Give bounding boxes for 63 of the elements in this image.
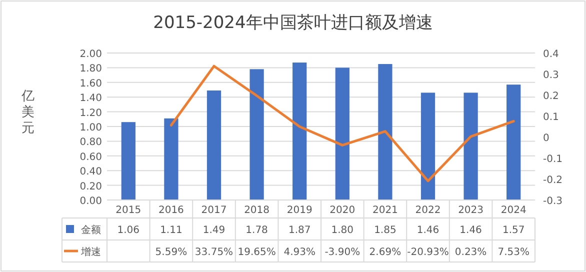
y2-tick-label: -0.1 — [543, 154, 563, 165]
data-label: 7.53% — [498, 247, 530, 258]
y2-tick-label: 0 — [543, 133, 550, 144]
bar — [335, 68, 350, 200]
x-tick-label: 2024 — [500, 205, 526, 216]
bar — [121, 122, 136, 200]
x-tick-label: 2016 — [158, 205, 184, 216]
y2-tick-label: 0.2 — [543, 91, 559, 102]
chart-title: 2015-2024年中国茶叶进口额及增速 — [153, 13, 433, 33]
data-label: 1.06 — [117, 225, 140, 236]
bar — [164, 118, 178, 200]
y-tick-label: 1.00 — [80, 122, 102, 134]
bar — [292, 62, 307, 200]
y-tick-label: 1.20 — [80, 108, 102, 119]
legend-label: 增速 — [80, 246, 101, 258]
bar — [378, 64, 392, 200]
data-label: -3.90% — [324, 247, 360, 258]
data-label: 1.87 — [288, 225, 311, 236]
y2-tick-label: 0.1 — [543, 112, 559, 123]
line-series — [170, 64, 515, 182]
y-tick-label: 0.40 — [80, 166, 102, 178]
x-tick-label: 2023 — [458, 205, 484, 216]
bar — [420, 92, 436, 200]
y-tick-label: 0.60 — [80, 152, 102, 163]
data-label: 0.23% — [454, 247, 487, 258]
y-tick-label: 0.00 — [80, 196, 102, 207]
x-tick-label: 2020 — [330, 205, 356, 216]
y-tick-label: 1.40 — [80, 93, 102, 104]
data-label: -20.93% — [407, 247, 449, 258]
y2-tick-label: -0.3 — [543, 196, 563, 207]
data-label: 33.75% — [194, 247, 234, 258]
bar — [506, 84, 521, 200]
data-label: 1.57 — [502, 225, 525, 236]
x-tick-label: 2022 — [415, 205, 441, 216]
legend-label: 金额 — [81, 224, 101, 236]
y2-tick-label: 0.4 — [543, 49, 559, 60]
x-tick-label: 2018 — [244, 205, 270, 216]
data-label: 1.11 — [160, 225, 182, 236]
y2-tick-label: 0.3 — [543, 70, 559, 81]
data-label: 4.93% — [284, 247, 316, 258]
y-tick-label: 0.20 — [80, 181, 102, 192]
y-tick-label: 2.00 — [80, 49, 102, 60]
y-axis-title: 亿美元 — [20, 89, 34, 136]
data-label: 1.49 — [202, 225, 226, 236]
data-label: 5.59% — [155, 247, 188, 258]
data-label: 1.78 — [246, 225, 268, 236]
y2-tick-label: -0.2 — [543, 175, 563, 186]
data-label: 1.46 — [416, 225, 440, 236]
data-label: 1.46 — [460, 225, 482, 236]
bar — [250, 69, 264, 200]
y-tick-label: 0.80 — [80, 137, 102, 148]
x-tick-label: 2021 — [372, 205, 398, 216]
data-label: 1.80 — [331, 225, 354, 236]
data-label: 2.69% — [369, 247, 402, 258]
y-tick-label: 1.60 — [80, 78, 102, 90]
bar — [464, 92, 478, 200]
y-tick-label: 1.80 — [80, 64, 102, 75]
data-label: 19.65% — [238, 247, 276, 258]
x-tick-label: 2015 — [116, 205, 142, 216]
x-tick-label: 2017 — [201, 205, 227, 216]
data-label: 1.85 — [374, 225, 396, 236]
x-tick-label: 2019 — [286, 205, 312, 216]
bar — [206, 90, 222, 200]
